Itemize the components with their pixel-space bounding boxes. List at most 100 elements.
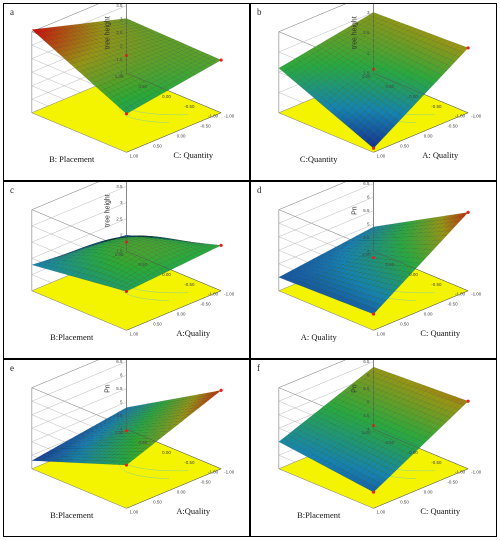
surface-cell-f-17-13 — [386, 444, 396, 452]
surface-cell-c-18-17 — [126, 269, 136, 276]
surface-cell-f-0-2 — [360, 373, 370, 380]
surface-cell-f-19-19 — [368, 472, 379, 480]
surface-cell-e-12-4 — [156, 409, 166, 414]
z-tick-d-2: 5 — [367, 222, 370, 227]
surface-cell-c-8-14 — [95, 246, 106, 250]
surface-cell-d-1-4 — [356, 235, 365, 239]
y-tick-b-4: 1.00 — [376, 153, 385, 158]
x-tick-f-0: -1.00 — [455, 470, 466, 475]
surface-cell-d-8-20 — [317, 284, 327, 290]
surface-cell-e-11-4 — [152, 409, 161, 414]
surface-cell-b-17-16 — [373, 105, 383, 113]
surface-cell-d-8-21 — [313, 287, 323, 293]
surface-cell-b-7-17 — [325, 77, 336, 85]
surface-cell-b-1-3 — [360, 21, 370, 27]
surface-cell-d-3-9 — [343, 248, 353, 252]
x-axis-label-c: B:Placement — [50, 332, 94, 342]
surface-cell-c-0-6 — [96, 241, 106, 245]
surface-cell-f-13-20 — [338, 463, 348, 471]
surface-cell-d-21-15 — [394, 280, 404, 287]
surface-cell-d-20-19 — [373, 297, 383, 304]
surface-cell-b-21-20 — [373, 135, 383, 144]
surface-cell-f-6-0 — [394, 376, 404, 382]
surface-cell-e-7-18 — [74, 451, 84, 455]
surface-cell-a-5-9 — [104, 36, 114, 41]
surface-cell-e-5-12 — [92, 434, 101, 439]
surface-cell-b-18-20 — [360, 125, 370, 134]
surface-cell-b-7-11 — [351, 58, 361, 65]
box-edge-d-1 — [373, 250, 469, 291]
surface-cell-f-16-16 — [368, 454, 379, 461]
surface-cell-c-12-16 — [104, 255, 114, 261]
surface-cell-b-7-9 — [360, 52, 370, 59]
surface-cell-e-18-5 — [177, 408, 188, 413]
surface-cell-d-17-7 — [411, 244, 422, 249]
surface-cell-f-2-6 — [351, 390, 361, 397]
surface-cell-a-11-14 — [109, 59, 119, 65]
surface-cell-c-6-14 — [87, 246, 97, 250]
surface-cell-a-18-6 — [173, 64, 183, 70]
surface-cell-b-1-0 — [373, 13, 383, 19]
surface-cell-d-8-18 — [325, 277, 336, 283]
design-point-e-1 — [219, 388, 223, 392]
box-edge-a-0 — [126, 112, 222, 153]
surface-cell-a-12-7 — [143, 51, 153, 57]
surface-cell-d-15-16 — [364, 278, 374, 285]
surface-cell-a-13-0 — [177, 42, 188, 47]
surface-cell-a-6-1 — [143, 30, 153, 35]
surface-cell-b-10-13 — [356, 73, 366, 80]
surface-cell-d-9-2 — [398, 226, 409, 231]
surface-cell-f-3-10 — [338, 406, 348, 413]
surface-cell-b-18-14 — [386, 99, 396, 108]
x-tick-e-1: -0.50 — [184, 460, 195, 465]
surface-cell-e-19-21 — [113, 461, 123, 465]
surface-cell-b-8-18 — [325, 84, 336, 92]
surface-cell-d-9-17 — [334, 275, 344, 281]
surface-cell-b-9-10 — [364, 60, 374, 67]
surface-cell-f-17-0 — [442, 393, 452, 400]
x-tick-d-1: -0.50 — [431, 282, 442, 287]
surface-cell-a-8-13 — [100, 49, 110, 54]
surface-cell-c-13-20 — [91, 271, 101, 278]
surface-cell-c-16-18 — [113, 268, 123, 275]
surface-cell-d-4-17 — [312, 270, 323, 275]
surface-cell-c-0-14 — [61, 252, 71, 256]
surface-cell-b-2-14 — [317, 53, 327, 60]
surface-cell-d-18-14 — [386, 273, 396, 280]
y-tick-a-2: 0.00 — [177, 133, 186, 138]
surface-cell-a-14-9 — [143, 60, 153, 66]
surface-cell-a-8-11 — [109, 46, 119, 52]
surface-cell-f-13-16 — [356, 448, 366, 455]
surface-cell-d-19-1 — [446, 217, 456, 224]
y-axis-label-f: C: Quantity — [420, 506, 460, 516]
surface-cell-a-6-13 — [91, 43, 101, 48]
surface-cell-a-0-12 — [70, 24, 80, 29]
surface-cell-b-16-11 — [390, 82, 400, 90]
surface-cell-b-0-1 — [364, 14, 374, 20]
surface-cell-b-5-13 — [334, 59, 344, 66]
surface-cell-d-9-19 — [325, 282, 336, 288]
surface-cell-a-18-17 — [126, 87, 136, 94]
z-tick-f-2: 5 — [367, 400, 370, 405]
surface-cell-a-1-3 — [113, 22, 123, 26]
surface-cell-d-7-17 — [325, 273, 336, 279]
surface-cell-a-15-16 — [117, 75, 127, 82]
surface-cell-c-10-14 — [104, 247, 114, 252]
surface-cell-a-0-11 — [74, 23, 84, 28]
x-tick-a-3: 0.50 — [138, 84, 147, 89]
surface-cell-d-10-3 — [398, 229, 409, 234]
y-tick-d-3: 0.50 — [400, 321, 409, 326]
surface-cell-e-16-0 — [190, 394, 200, 399]
surface-cell-b-17-17 — [369, 109, 378, 118]
surface-cell-d-14-8 — [394, 247, 404, 253]
surface-cell-b-16-6 — [411, 62, 422, 69]
surface-cell-e-15-15 — [121, 441, 132, 446]
surface-cell-c-5-13 — [87, 244, 97, 248]
surface-cell-e-4-5 — [117, 416, 127, 421]
surface-cell-f-21-9 — [420, 436, 430, 443]
surface-cell-b-1-13 — [317, 48, 327, 54]
surface-cell-f-0-3 — [356, 377, 366, 383]
surface-cell-f-8-9 — [364, 412, 374, 419]
y-tick-d-4: 1.00 — [376, 331, 385, 336]
surface-cell-b-1-12 — [321, 45, 331, 52]
